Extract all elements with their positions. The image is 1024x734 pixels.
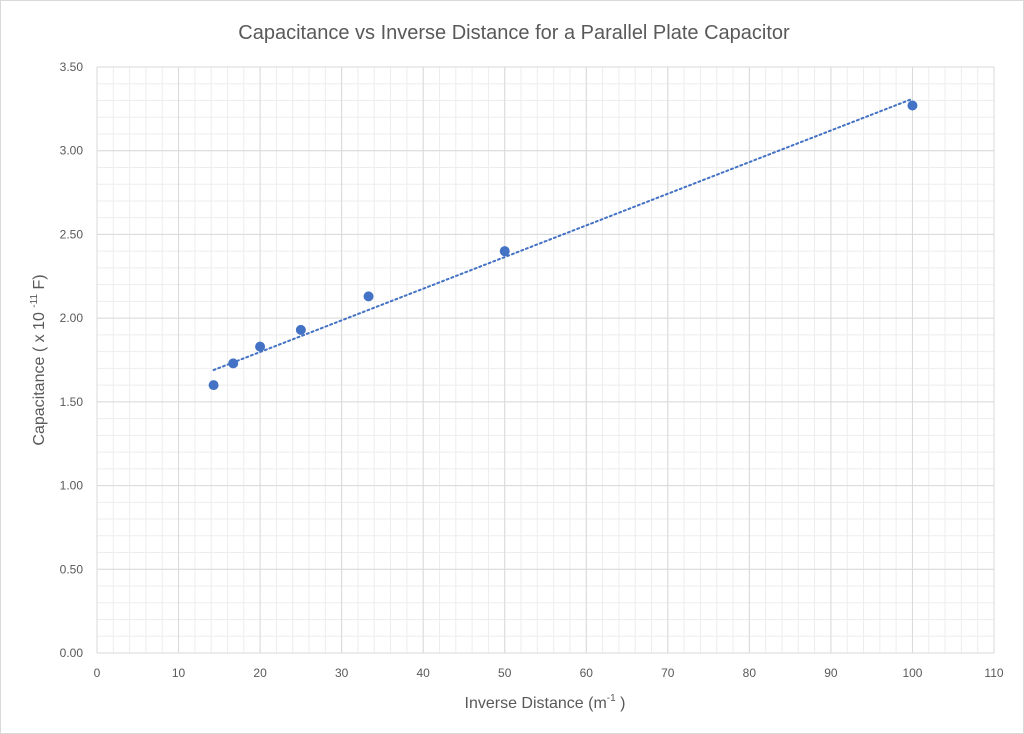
y-tick-label: 1.50 [60, 395, 84, 409]
y-axis-title-main: Capacitance ( x 10 [31, 308, 48, 446]
x-tick-label: 10 [172, 666, 186, 680]
data-point [363, 291, 374, 302]
linear-trendline [212, 97, 914, 372]
x-tick-label: 0 [94, 666, 101, 680]
y-axis-title-end: F) [31, 274, 48, 294]
y-axis-title: Capacitance ( x 10 -11 F) [29, 274, 48, 445]
x-tick-label: 80 [743, 666, 757, 680]
x-tick-label: 50 [498, 666, 512, 680]
x-axis-title-main: Inverse Distance (m [465, 695, 607, 712]
x-tick-label: 30 [335, 666, 349, 680]
y-tick-label: 3.50 [60, 60, 84, 74]
y-tick-label: 0.00 [60, 646, 84, 660]
x-axis-title-superscript: -1 [607, 693, 616, 704]
x-tick-label: 90 [824, 666, 838, 680]
data-point [228, 358, 239, 369]
data-point [499, 246, 510, 257]
y-axis-title-superscript: -11 [29, 294, 40, 308]
y-tick-label: 1.00 [60, 479, 84, 493]
y-axis-tick-labels: 0.00 0.50 1.00 1.50 2.00 2.50 3.00 3.50 [60, 60, 84, 660]
x-tick-label: 70 [661, 666, 675, 680]
x-tick-label: 100 [902, 666, 922, 680]
x-axis-title-end: ) [616, 695, 626, 712]
data-points [208, 100, 918, 391]
data-point [208, 380, 219, 391]
x-axis-title: Inverse Distance (m-1 ) [465, 693, 626, 712]
x-tick-label: 110 [984, 666, 1003, 680]
major-gridlines [96, 66, 995, 654]
x-tick-label: 40 [417, 666, 431, 680]
y-tick-label: 3.00 [60, 144, 84, 158]
y-tick-label: 0.50 [60, 562, 84, 576]
chart-title: Capacitance vs Inverse Distance for a Pa… [238, 22, 790, 44]
data-point [255, 341, 266, 352]
trendline-layer [212, 97, 914, 372]
y-tick-label: 2.50 [60, 227, 84, 241]
y-tick-label: 2.00 [60, 311, 84, 325]
data-point [907, 100, 918, 111]
x-axis-tick-labels: 0 10 20 30 40 50 60 70 80 90 100 110 [94, 666, 1004, 680]
data-point [295, 324, 306, 335]
x-tick-label: 60 [580, 666, 594, 680]
x-tick-label: 20 [253, 666, 267, 680]
